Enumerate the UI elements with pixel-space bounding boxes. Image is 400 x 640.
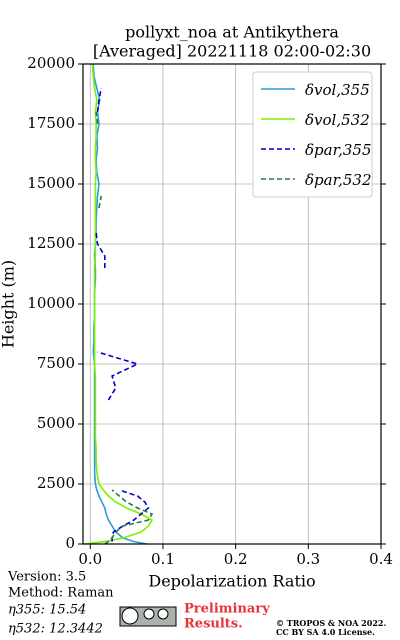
x-tick-label: 0.2 — [224, 550, 248, 568]
x-tick-label: 0.1 — [151, 550, 175, 568]
profile-line — [95, 87, 150, 542]
chart-title: pollyxt_noa at Antikythera — [125, 23, 339, 42]
y-tick-label: 5000 — [37, 414, 75, 432]
x-tick-label: 0.4 — [369, 550, 393, 568]
y-tick-label: 12500 — [27, 234, 75, 252]
legend-box — [252, 71, 373, 198]
x-tick-label: 0.3 — [296, 550, 320, 568]
eta355: η355: 15.54 — [8, 603, 86, 618]
profile-line — [95, 111, 154, 545]
preliminary: Results. — [184, 617, 243, 632]
copyright: CC BY SA 4.0 License. — [276, 627, 375, 637]
copyright: © TROPOS & NOA 2022. — [276, 618, 386, 628]
eta532: η532: 12.3442 — [8, 622, 103, 637]
footer: Version: 3.5 Method: Raman η355: 15.54 η… — [7, 570, 386, 638]
y-tick-label: 17500 — [27, 114, 75, 132]
preliminary: Preliminary — [184, 602, 270, 617]
y-tick-label: 2500 — [37, 474, 75, 492]
y-tick-label: 10000 — [27, 294, 75, 312]
y-tick-label: 20000 — [27, 54, 75, 72]
y-tick-label: 7500 — [37, 354, 75, 372]
y-tick-label: 0 — [65, 534, 75, 552]
x-axis-label: Depolarization Ratio — [148, 572, 315, 591]
version: Version: 3.5 — [7, 570, 86, 585]
legend-label: δvol,355 — [305, 81, 370, 99]
profile-line — [84, 63, 154, 545]
x-tick-label: 0.0 — [78, 550, 102, 568]
y-axis-label: Height (m) — [0, 260, 18, 348]
chart-subtitle: [Averaged] 20221118 02:00-02:30 — [93, 42, 371, 61]
method: Method: Raman — [8, 586, 114, 601]
y-tick-label: 15000 — [27, 174, 75, 192]
plot-frame — [82, 63, 382, 545]
legend-label: δvol,532 — [305, 111, 370, 129]
cc-icon — [119, 606, 177, 627]
legend-label: δpar,355 — [305, 141, 372, 159]
legend-label: δpar,532 — [305, 171, 372, 189]
